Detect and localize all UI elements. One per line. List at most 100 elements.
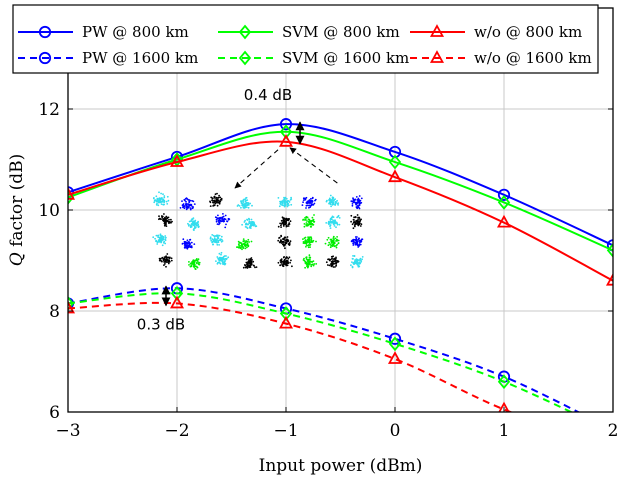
annotations: 0.4 dB 0.3 dB [137, 86, 341, 333]
constellation-point [326, 199, 328, 202]
constellation-point [164, 235, 167, 237]
constellation-point [282, 265, 284, 267]
constellation-point [169, 256, 171, 259]
constellation-point [357, 246, 360, 248]
constellation-point [351, 265, 354, 268]
constellation-point [353, 241, 356, 243]
constellation-point [358, 222, 361, 225]
constellation-point [355, 239, 357, 242]
data-point [497, 188, 511, 201]
constellation-point [152, 236, 155, 239]
constellation-point [308, 244, 310, 246]
constellation-point [197, 262, 200, 264]
constellation-point [244, 205, 247, 208]
constellation-point [193, 265, 196, 268]
constellation-point [354, 199, 356, 201]
constellation-point [356, 214, 359, 216]
constellation-point [219, 200, 222, 203]
constellation-point [240, 202, 243, 204]
constellation-point [216, 192, 218, 195]
data-point [238, 24, 252, 40]
legend-entry: PW @ 800 km [18, 23, 189, 41]
constellation-point [311, 203, 314, 206]
constellation-point [192, 264, 195, 266]
constellation-point [217, 196, 220, 199]
constellation-point [194, 267, 197, 270]
constellation-point [308, 254, 311, 257]
constellation-point [219, 257, 222, 259]
constellation-point [313, 263, 316, 265]
constellation-point [288, 244, 291, 247]
constellation-point [197, 258, 200, 261]
constellation-point [166, 216, 169, 219]
constellation-point [193, 229, 195, 232]
constellation-point [278, 237, 280, 239]
constellation-point [236, 246, 239, 249]
constellation-point [277, 261, 280, 264]
data-point [279, 306, 293, 321]
constellation-point [356, 220, 359, 223]
constellation-point [253, 265, 256, 267]
constellation-point [303, 225, 306, 228]
constellation-point [238, 205, 241, 207]
constellation-point [237, 204, 240, 206]
constellation-point [351, 203, 354, 205]
data-point [388, 336, 402, 352]
constellation-point [311, 197, 314, 200]
constellation-point [357, 216, 359, 219]
constellation-point [189, 208, 192, 211]
constellation-point [285, 264, 288, 267]
constellation-point [242, 201, 245, 204]
constellation-point [352, 218, 355, 221]
constellation-point [218, 220, 221, 222]
constellation-point [305, 201, 308, 204]
constellation-point [184, 199, 186, 202]
constellation-point [244, 264, 246, 266]
constellation-point [280, 219, 283, 222]
constellation-point [304, 239, 307, 242]
constellation-point [308, 256, 311, 259]
constellation-point [209, 237, 212, 240]
legend-label: PW @ 1600 km [82, 49, 198, 67]
constellation-point [358, 207, 361, 210]
constellation-point [190, 204, 193, 207]
constellation-point [247, 206, 250, 209]
constellation-point [154, 237, 157, 240]
constellation-point [288, 201, 291, 203]
constellation-point [160, 197, 162, 200]
constellation-point [329, 194, 332, 197]
constellation-point [162, 217, 165, 220]
constellation-point [250, 218, 253, 221]
constellation-point [158, 215, 160, 218]
constellation-point [332, 240, 335, 243]
constellation-point [158, 238, 161, 240]
constellation-point [211, 197, 214, 200]
constellation-point [188, 261, 190, 263]
constellation-point [335, 264, 338, 266]
constellation-point [335, 238, 338, 241]
data-point [68, 296, 75, 311]
constellation-point [218, 234, 221, 237]
constellation-point [188, 201, 191, 204]
constellation-point [302, 238, 304, 241]
constellation-point [331, 260, 334, 262]
constellation-point [196, 221, 199, 224]
constellation-point [358, 259, 361, 261]
constellation-point [241, 248, 243, 251]
constellation-point [155, 203, 158, 206]
constellation-point [304, 236, 307, 239]
legend-entry: w/o @ 800 km [410, 23, 582, 41]
constellation-point [221, 259, 224, 262]
constellation-point [211, 241, 214, 244]
constellation-point [170, 218, 172, 221]
constellation-point [359, 243, 362, 246]
constellation-point [307, 246, 310, 249]
constellation-point [249, 202, 252, 205]
constellation-point [170, 259, 173, 262]
legend-label: w/o @ 1600 km [474, 49, 592, 67]
constellation-point [331, 245, 334, 248]
constellation-point [218, 252, 221, 255]
constellation-point [284, 236, 287, 239]
constellation-point [160, 240, 163, 243]
constellation-point [222, 257, 225, 260]
